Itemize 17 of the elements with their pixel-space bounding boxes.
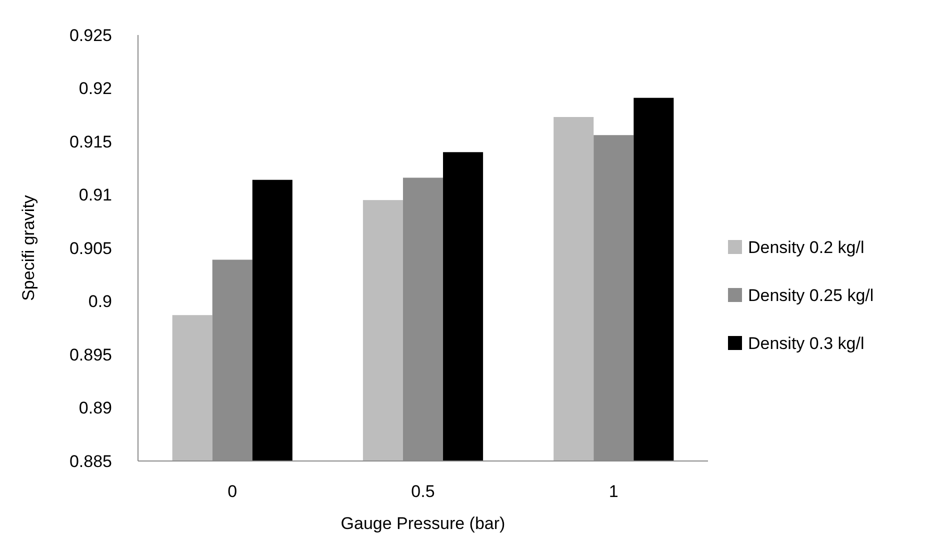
x-axis-title: Gauge Pressure (bar) <box>340 514 506 533</box>
legend-label: Density 0.2 kg/l <box>748 238 864 257</box>
y-tick-label: 0.915 <box>69 132 112 152</box>
y-tick-label: 0.925 <box>69 26 112 45</box>
x-tick-label: 0 <box>228 482 238 501</box>
legend-label: Density 0.3 kg/l <box>748 334 864 353</box>
y-tick-label: 0.89 <box>78 398 112 418</box>
legend-label: Density 0.25 kg/l <box>748 286 874 305</box>
x-tick-label: 1 <box>608 482 618 501</box>
y-tick-label: 0.92 <box>78 79 112 98</box>
x-tick-label: 0.5 <box>411 482 435 501</box>
y-tick-label: 0.895 <box>69 345 112 364</box>
y-axis-title: Specifi gravity <box>19 194 38 301</box>
y-tick-label: 0.9 <box>88 292 112 312</box>
y-tick-label: 0.91 <box>78 186 112 205</box>
y-tick-label: 0.905 <box>69 238 112 258</box>
y-tick-label: 0.885 <box>69 452 112 471</box>
